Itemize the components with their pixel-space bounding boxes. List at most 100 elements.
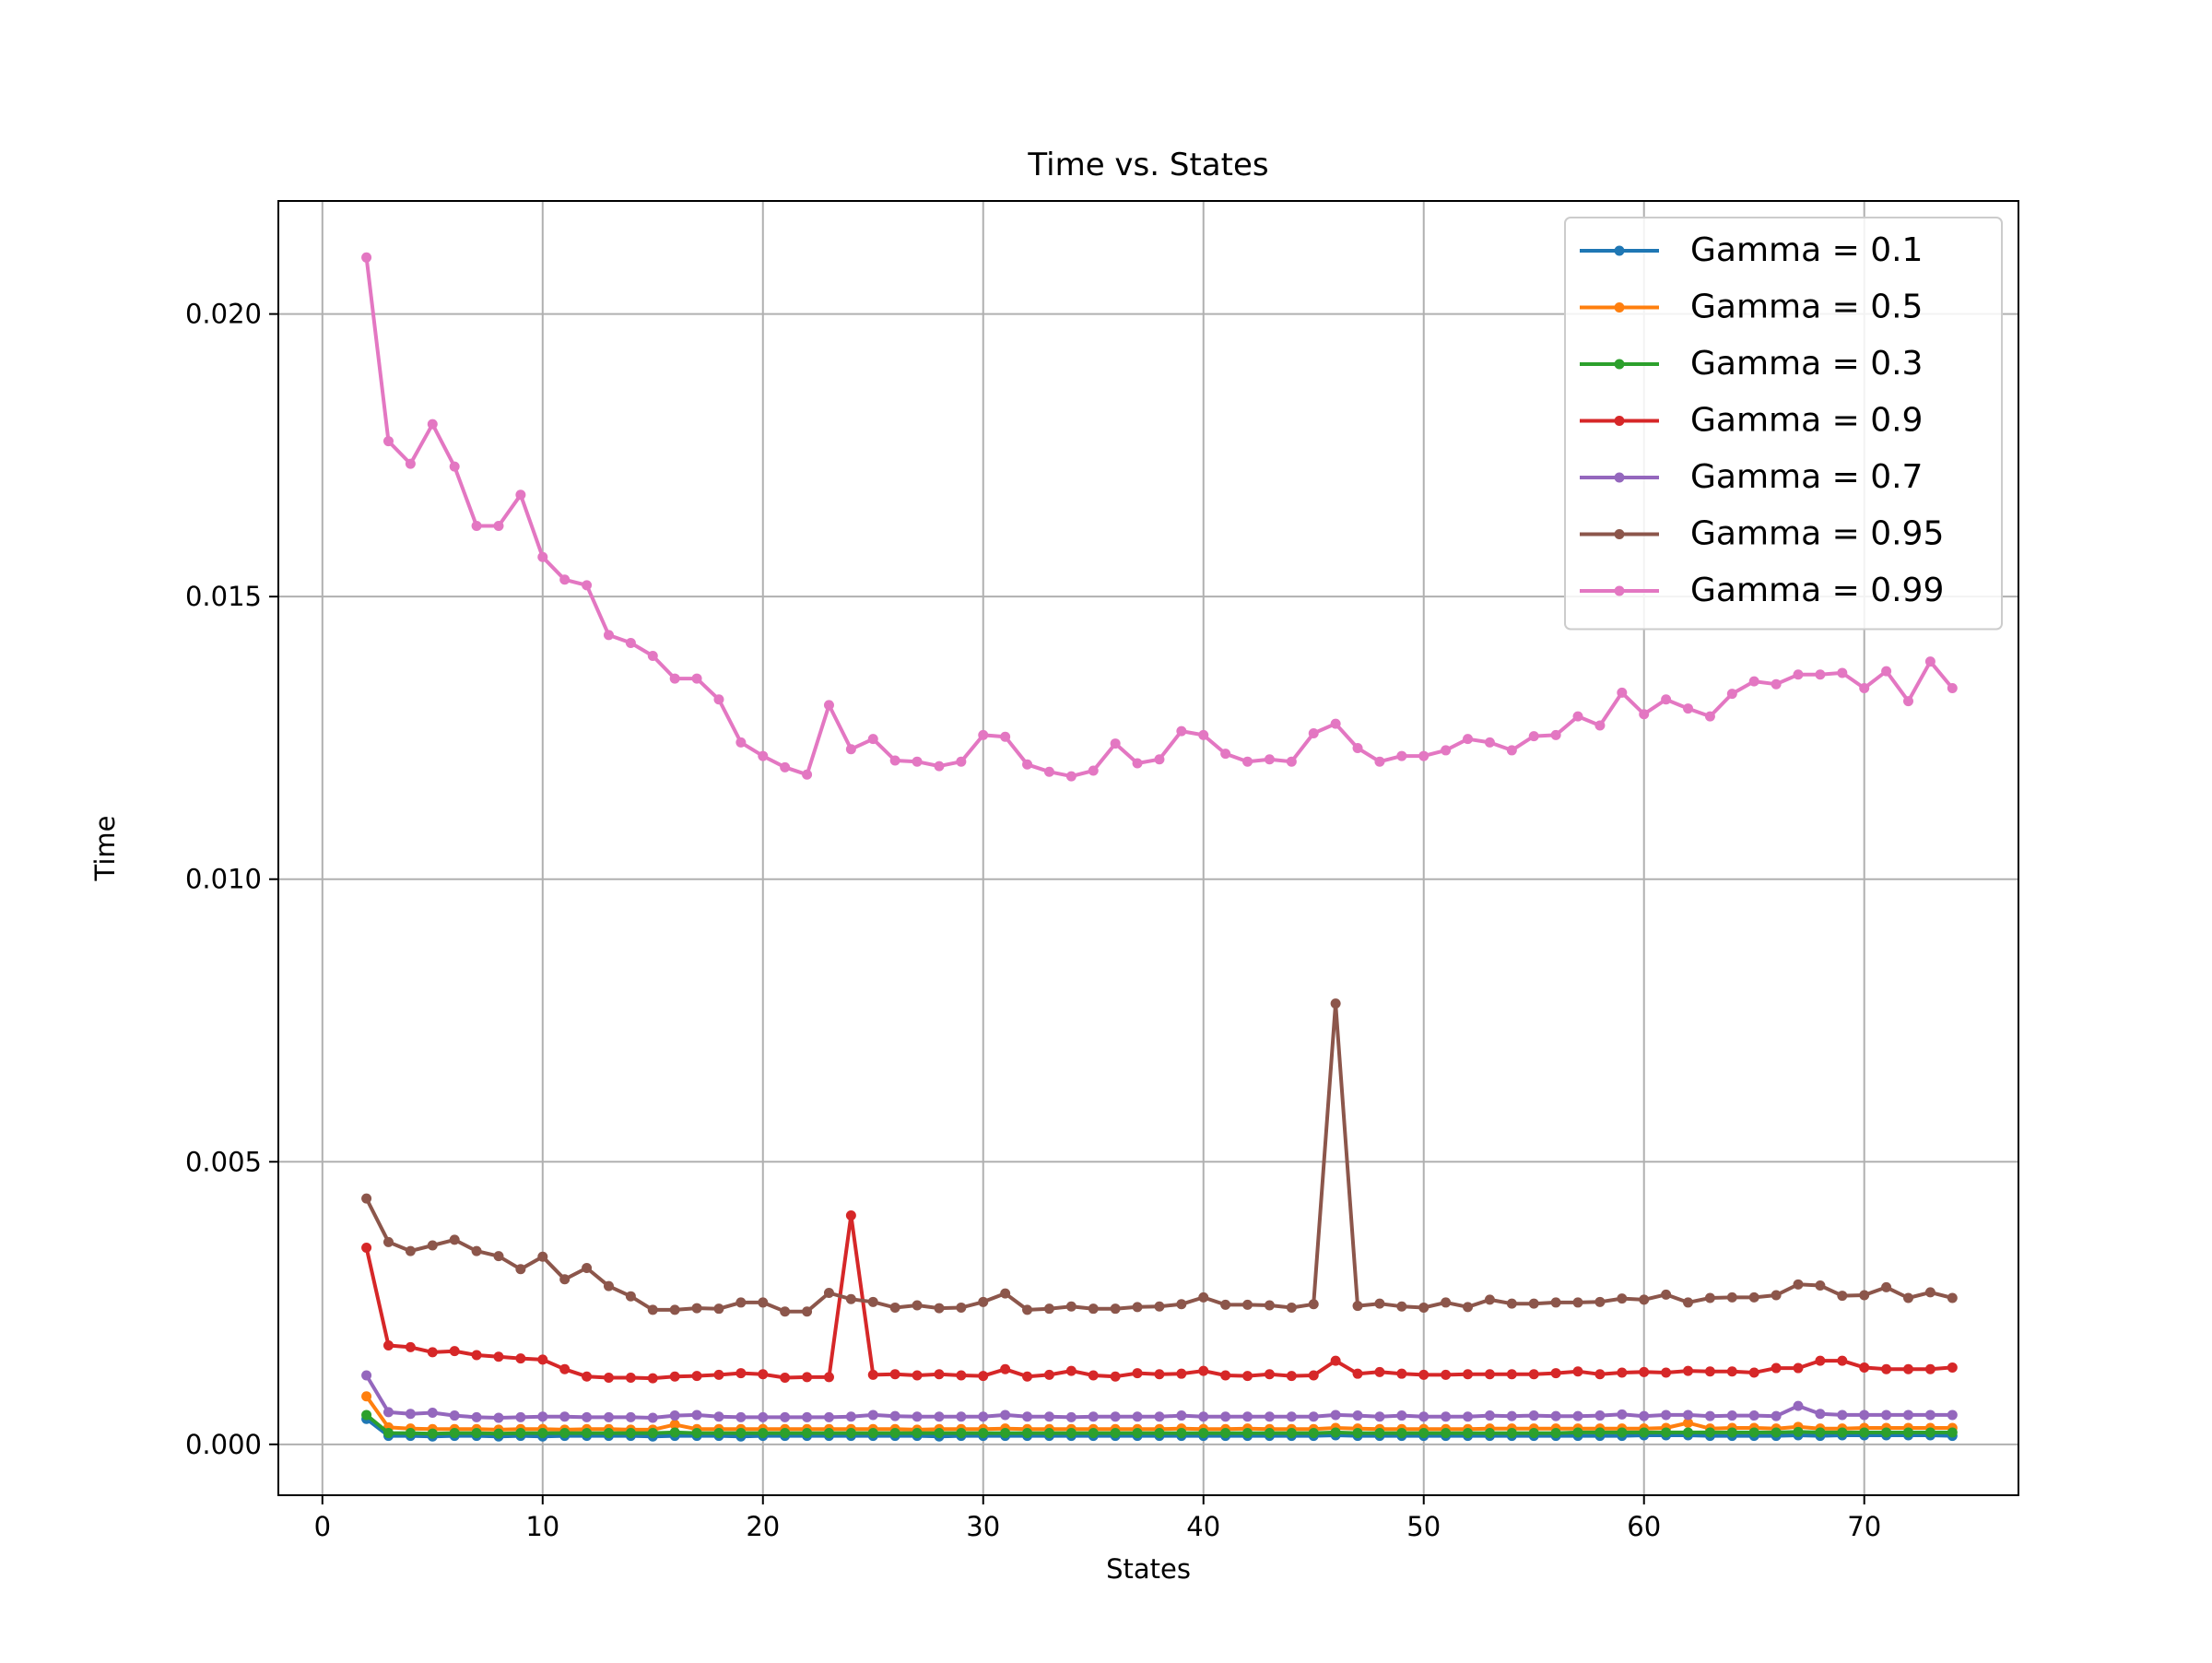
data-point — [934, 761, 945, 772]
data-point — [1308, 1411, 1319, 1422]
data-point — [1594, 1369, 1606, 1380]
data-point — [625, 1428, 636, 1439]
data-point — [669, 673, 680, 684]
legend-item: Gamma = 0.3 — [1580, 345, 1923, 383]
data-point — [1000, 1409, 1011, 1421]
data-point — [537, 1251, 548, 1262]
data-point — [625, 1291, 636, 1302]
data-point — [559, 1363, 571, 1374]
data-point — [1661, 1367, 1672, 1378]
data-point — [1748, 1410, 1759, 1421]
data-point — [1110, 1303, 1121, 1315]
data-point — [758, 1369, 769, 1380]
data-point — [1506, 745, 1517, 756]
data-point — [1286, 1302, 1297, 1313]
data-point — [1286, 1371, 1297, 1382]
data-point — [1506, 1369, 1517, 1380]
data-point — [471, 1350, 482, 1361]
data-point — [780, 1306, 791, 1317]
data-point — [1924, 1427, 1936, 1438]
data-point — [691, 673, 702, 684]
data-point — [1022, 759, 1033, 770]
data-point — [691, 1409, 702, 1421]
data-point — [1859, 682, 1870, 693]
data-point — [1088, 1370, 1099, 1381]
data-point — [1726, 1410, 1737, 1421]
data-point — [1286, 1428, 1297, 1439]
data-point — [1418, 750, 1430, 761]
data-point — [1528, 1298, 1539, 1309]
data-point — [625, 1411, 636, 1422]
data-point — [889, 755, 900, 766]
data-point — [1617, 1293, 1628, 1304]
data-point — [582, 580, 593, 591]
data-point — [889, 1428, 900, 1439]
data-point — [669, 1427, 680, 1438]
data-point — [1903, 1409, 1914, 1421]
data-point — [1704, 1427, 1715, 1438]
data-point — [1881, 666, 1892, 677]
data-point — [1639, 1294, 1650, 1305]
legend-label: Gamma = 0.99 — [1690, 572, 1944, 609]
data-point — [1815, 1427, 1826, 1438]
legend-swatch-marker — [1614, 245, 1625, 256]
data-point — [1463, 1411, 1474, 1422]
data-point — [1220, 1411, 1231, 1422]
data-point — [1594, 1427, 1606, 1438]
legend-item: Gamma = 0.5 — [1580, 289, 1923, 326]
data-point — [1441, 745, 1452, 756]
data-point — [1683, 1418, 1694, 1429]
data-point — [582, 1371, 593, 1382]
data-point — [1550, 1297, 1561, 1308]
data-point — [1264, 1428, 1275, 1439]
data-point — [1793, 1426, 1804, 1437]
data-point — [1043, 1369, 1054, 1380]
data-point — [1330, 1355, 1341, 1366]
y-tick-label: 0.020 — [185, 299, 262, 330]
data-point — [1617, 687, 1628, 698]
data-point — [1748, 1367, 1759, 1378]
data-point — [582, 1428, 593, 1439]
data-point — [1198, 1428, 1209, 1439]
legend-swatch-marker — [1614, 529, 1625, 539]
data-point — [1220, 1428, 1231, 1439]
data-point — [493, 521, 504, 532]
data-point — [912, 756, 923, 767]
data-point — [1748, 676, 1759, 687]
data-point — [802, 1428, 813, 1439]
data-point — [1881, 1427, 1892, 1438]
data-point — [449, 1234, 460, 1245]
data-point — [1330, 1427, 1341, 1438]
data-point — [1308, 728, 1319, 739]
data-point — [1726, 1291, 1737, 1303]
data-point — [1176, 725, 1187, 737]
data-point — [625, 1372, 636, 1383]
data-point — [1043, 766, 1054, 777]
data-point — [1065, 771, 1077, 782]
data-point — [1748, 1291, 1759, 1303]
data-point — [1506, 1298, 1517, 1309]
data-point — [382, 1407, 394, 1418]
data-point — [1881, 1363, 1892, 1374]
data-point — [382, 436, 394, 447]
data-point — [956, 1302, 967, 1313]
data-point — [1352, 1410, 1363, 1421]
legend-item: Gamma = 0.1 — [1580, 231, 1923, 269]
data-point — [713, 694, 724, 705]
data-point — [934, 1411, 945, 1422]
data-point — [758, 1297, 769, 1308]
legend-item: Gamma = 0.7 — [1580, 458, 1923, 496]
data-point — [1726, 1427, 1737, 1438]
data-point — [1022, 1428, 1033, 1439]
data-point — [1617, 1427, 1628, 1438]
series-3 — [361, 1210, 1958, 1384]
x-tick-label: 0 — [314, 1511, 331, 1542]
series-6 — [361, 252, 1958, 782]
data-point — [1154, 1411, 1165, 1422]
data-point — [1022, 1304, 1033, 1315]
data-point — [1308, 1370, 1319, 1381]
data-point — [1661, 1409, 1672, 1421]
data-point — [1463, 1428, 1474, 1439]
data-point — [758, 1411, 769, 1422]
data-point — [1330, 998, 1341, 1009]
